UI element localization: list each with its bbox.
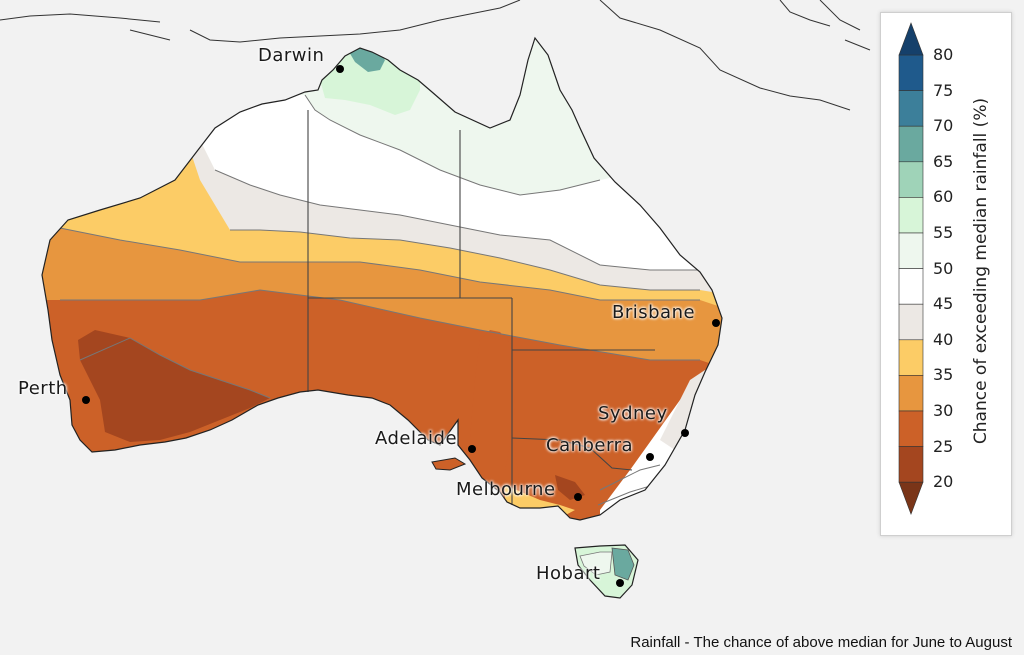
brisbane-marker-icon [712,319,720,327]
legend-bin-55-60 [898,197,924,234]
map-caption: Rainfall - The chance of above median fo… [630,634,1012,651]
legend-tick-label: 40 [933,329,954,349]
legend-tick-label: 50 [933,258,954,278]
legend-bin-75-80 [898,54,924,91]
city-label-hobart: Hobart [536,563,601,584]
legend-tick-label: 60 [933,187,954,207]
sydney-marker-icon [681,429,689,437]
legend-tick-label: 65 [933,151,954,171]
legend-tick-label: 80 [933,45,954,64]
legend-bin-65-70 [898,125,924,163]
legend-bin-35-40 [898,339,924,376]
legend-bin-25-30 [898,410,924,447]
legend-tick-label: 75 [933,80,954,100]
city-label-melbourne: Melbourne [456,479,556,500]
kangaroo-island [431,457,467,471]
city-label-brisbane: Brisbane [612,302,696,323]
legend-over-arrow-icon [898,22,924,56]
legend-bin-40-45 [898,303,924,341]
darwin-marker-icon [336,65,344,73]
island-outlines [0,0,871,111]
legend-tick-label: 55 [933,223,954,242]
legend-title: Chance of exceeding median rainfall (%) [971,97,991,445]
city-label-darwin: Darwin [258,45,325,66]
legend-tick-label: 30 [933,401,954,420]
city-label-adelaide: Adelaide [375,428,458,449]
legend-tick-label: 20 [933,472,954,492]
hobart-marker-icon [616,579,624,587]
adelaide-marker-icon [468,445,476,453]
perth-marker-icon [82,396,90,404]
legend-bin-20-25 [898,446,924,483]
canberra-marker-icon [646,453,654,461]
rainfall-legend: 80 75 70 65 60 55 50 45 40 35 30 25 20 Chance of exc… [880,12,1012,536]
legend-tick-label: 35 [933,365,954,385]
legend-bin-30-35 [898,375,924,412]
mainland-zones [42,38,722,520]
city-label-canberra: Canberra [546,435,634,456]
legend-bin-45-50 [898,268,924,305]
legend-tick-label: 25 [933,436,954,456]
legend-tick-label: 45 [933,294,954,314]
melbourne-marker-icon [574,493,582,501]
legend-tick-label: 70 [933,116,954,136]
city-label-perth: Perth [18,378,68,399]
legend-bin-70-75 [898,90,924,127]
legend-colorbar [898,22,924,516]
state-borders [307,110,655,505]
legend-under-arrow-icon [898,481,924,516]
city-label-sydney: Sydney [598,403,668,424]
mainland-coastline [41,36,723,521]
legend-bin-60-65 [898,161,924,198]
legend-bin-50-55 [898,232,924,269]
